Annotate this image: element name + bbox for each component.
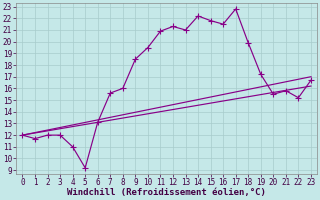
X-axis label: Windchill (Refroidissement éolien,°C): Windchill (Refroidissement éolien,°C) — [67, 188, 266, 197]
